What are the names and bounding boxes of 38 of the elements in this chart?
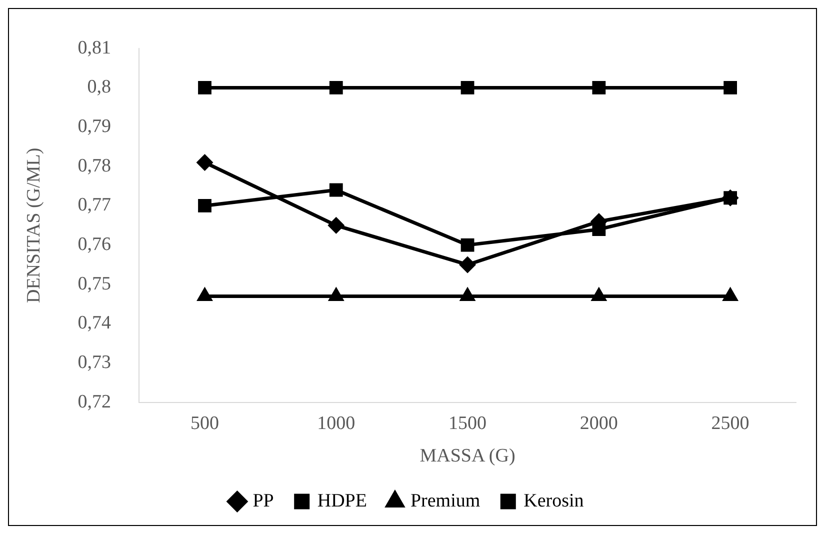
point <box>592 222 606 236</box>
x-tick-label: 1500 <box>448 412 487 434</box>
point <box>198 81 212 94</box>
x-tick-label: 2000 <box>580 412 618 434</box>
y-tick-label: 0,78 <box>78 155 112 176</box>
y-tick-label: 0,81 <box>78 37 112 58</box>
x-tick-label: 2500 <box>711 412 750 434</box>
point <box>724 81 738 94</box>
point <box>460 288 474 301</box>
x-axis-title: MASSA (G) <box>420 446 516 467</box>
y-tick-label: 0,75 <box>78 273 112 294</box>
x-tick-label: 500 <box>190 412 219 434</box>
x-tick-label: 1000 <box>317 412 356 434</box>
point <box>198 288 212 301</box>
y-tick-label: 0,8 <box>87 76 112 98</box>
point <box>329 183 343 197</box>
point <box>196 154 212 170</box>
point <box>329 81 343 94</box>
point <box>198 199 212 212</box>
legend-label: PP <box>252 490 274 512</box>
point <box>723 288 738 301</box>
point <box>460 256 476 272</box>
point <box>460 238 474 252</box>
legend-label: Kerosin <box>524 490 584 512</box>
point <box>592 81 606 94</box>
legend-label: HDPE <box>317 490 367 512</box>
point <box>328 218 344 234</box>
y-axis-title: DENSITAS (G/ML) <box>23 148 44 304</box>
y-tick-label: 0,73 <box>78 352 112 374</box>
point <box>329 288 344 301</box>
legend-label: Premium <box>410 490 480 512</box>
y-tick-label: 0,76 <box>78 234 112 256</box>
y-tick-label: 0,77 <box>78 194 112 216</box>
point <box>460 81 474 94</box>
y-tick-label: 0,72 <box>78 391 112 412</box>
y-tick-label: 0,74 <box>78 312 112 334</box>
y-tick-label: 0,79 <box>78 116 112 138</box>
point <box>592 288 606 301</box>
